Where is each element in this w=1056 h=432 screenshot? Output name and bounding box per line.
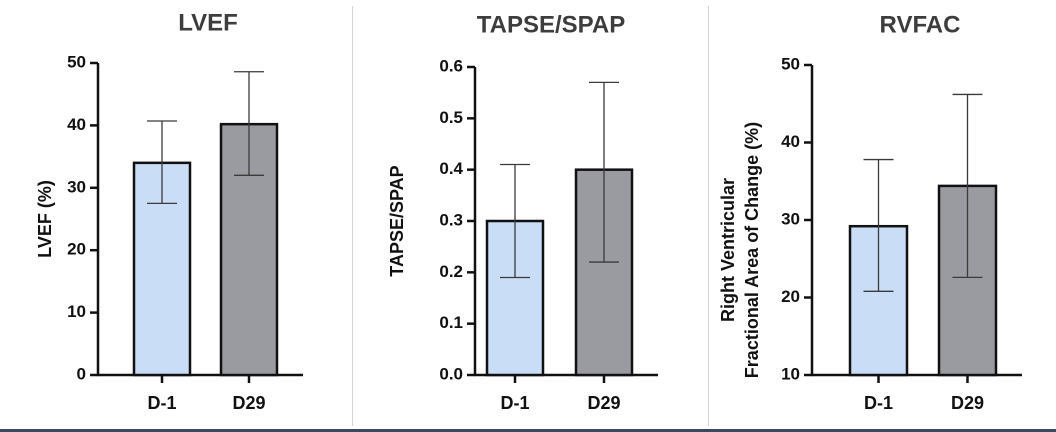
x-category-label: D-1 (864, 393, 893, 413)
y-tick-label: 0.0 (439, 364, 463, 383)
x-category-label: D-1 (500, 393, 529, 413)
y-axis-label: TAPSE/SPAP (387, 165, 407, 276)
y-tick-label: 0.3 (439, 210, 463, 229)
y-tick-label: 10 (67, 302, 86, 321)
y-axis-label: Right Ventricular (718, 178, 738, 322)
x-category-label: D29 (951, 393, 984, 413)
y-tick-label: 0.2 (439, 262, 463, 281)
chart-title-lvef: LVEF (178, 9, 238, 36)
bottom-border (0, 429, 1056, 432)
y-tick-label: 0.4 (439, 159, 463, 178)
y-tick-label: 20 (781, 287, 800, 306)
y-tick-label: 40 (781, 132, 800, 151)
y-tick-label: 30 (781, 209, 800, 228)
y-tick-label: 0 (77, 364, 86, 383)
panel-divider (352, 6, 353, 426)
panel-divider (708, 6, 709, 426)
y-tick-label: 0.6 (439, 56, 463, 75)
y-axis-label: Fractional Area of Change (%) (742, 122, 762, 378)
x-category-label: D-1 (147, 393, 176, 413)
chart-title-tapse-spap: TAPSE/SPAP (477, 11, 625, 38)
y-tick-label: 40 (67, 115, 86, 134)
y-tick-label: 10 (781, 364, 800, 383)
x-category-label: D29 (232, 393, 265, 413)
y-tick-label: 50 (781, 54, 800, 73)
chart-title-rvfac: RVFAC (880, 11, 961, 38)
y-tick-label: 50 (67, 52, 86, 71)
x-category-label: D29 (587, 393, 620, 413)
y-tick-label: 0.1 (439, 313, 463, 332)
y-tick-label: 20 (67, 240, 86, 259)
y-tick-label: 0.5 (439, 108, 463, 127)
y-axis-label: LVEF (%) (35, 180, 55, 258)
y-tick-label: 30 (67, 177, 86, 196)
